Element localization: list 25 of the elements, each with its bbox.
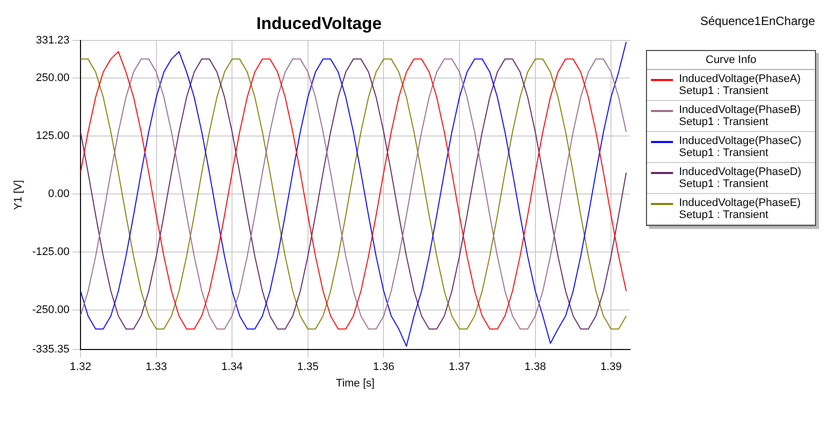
chart-title: InducedVoltage bbox=[256, 14, 382, 33]
y-tick-label: -125.00 bbox=[32, 246, 70, 258]
x-tick-label: 1.34 bbox=[221, 361, 243, 374]
x-tick-label: 1.38 bbox=[524, 361, 546, 374]
legend-label: InducedVoltage(PhaseB) Setup1 : Transient bbox=[679, 104, 801, 128]
y-axis-title: Y1 [V] bbox=[12, 180, 25, 210]
x-tick-label: 1.39 bbox=[600, 361, 622, 374]
y-tick-label: -335.35 bbox=[32, 344, 70, 356]
x-tick-label: 1.32 bbox=[70, 361, 92, 374]
y-tick-label: 250.00 bbox=[36, 72, 70, 84]
legend-label: InducedVoltage(PhaseC) Setup1 : Transient bbox=[679, 135, 802, 159]
x-tick-label: 1.36 bbox=[372, 361, 394, 374]
x-tick-label: 1.37 bbox=[448, 361, 470, 374]
legend-title: Curve Info bbox=[647, 51, 815, 70]
y-tick-label: -250.00 bbox=[32, 304, 70, 316]
legend-label: InducedVoltage(PhaseD) Setup1 : Transient bbox=[679, 166, 802, 190]
legend-label: InducedVoltage(PhaseE) Setup1 : Transient bbox=[679, 197, 801, 221]
text: Séquence1EnCharge bbox=[700, 14, 815, 28]
x-tick-label: 1.33 bbox=[146, 361, 168, 374]
y-tick-label: 0.00 bbox=[48, 188, 70, 200]
x-axis-title: Time [s] bbox=[336, 377, 375, 390]
y-tick-label: 125.00 bbox=[36, 130, 70, 142]
legend-label: InducedVoltage(PhaseA) Setup1 : Transient bbox=[679, 73, 801, 97]
x-tick-label: 1.35 bbox=[297, 361, 319, 374]
y-tick-label: 331.23 bbox=[36, 34, 70, 46]
